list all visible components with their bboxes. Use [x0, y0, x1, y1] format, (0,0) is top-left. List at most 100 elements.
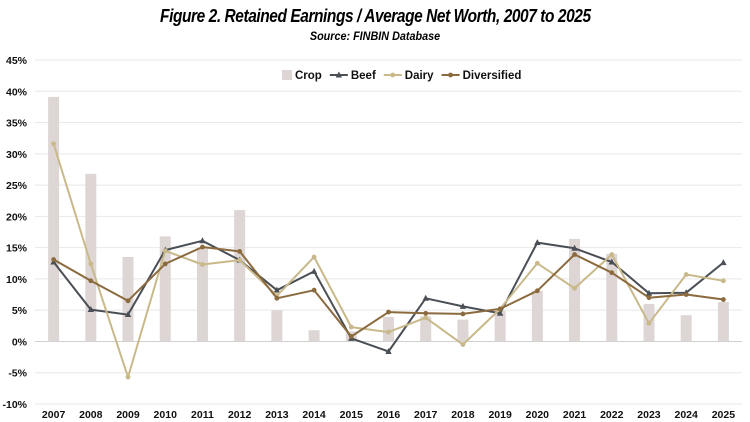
legend-swatch-crop: [282, 70, 292, 80]
chart-subtitle: Source: FINBIN Database: [309, 29, 441, 43]
y-tick-label: 15%: [6, 243, 28, 255]
dairy-point: [311, 254, 317, 260]
dairy-point: [646, 320, 652, 326]
beef-point: [87, 306, 95, 313]
dairy-point: [162, 248, 168, 254]
beef-point: [645, 289, 653, 296]
crop-bar: [531, 290, 543, 342]
crop-bar: [308, 330, 320, 342]
diversified-point: [534, 288, 540, 294]
diversified-point: [51, 257, 57, 262]
beef-point: [496, 309, 504, 316]
x-tick-label: 2011: [191, 409, 214, 421]
legend-label-dairy: Dairy: [405, 70, 434, 82]
dairy-point: [51, 141, 57, 147]
dairy-line: [52, 143, 724, 379]
beef-point: [124, 311, 132, 318]
y-tick-label: 40%: [6, 86, 28, 98]
series-lines: [50, 141, 727, 380]
x-tick-label: 2007: [42, 409, 66, 421]
diversified-point: [646, 295, 652, 301]
y-tick-label: 10%: [6, 274, 28, 286]
dairy-point: [460, 342, 466, 347]
dairy-point: [386, 329, 391, 335]
beef-point: [199, 237, 206, 244]
x-tick-label: 2021: [563, 409, 587, 421]
diversified-point: [274, 295, 280, 301]
y-tick-label: 30%: [6, 149, 28, 161]
dairy-point: [683, 272, 689, 277]
x-tick-label: 2009: [116, 409, 140, 421]
diversified-point: [88, 278, 94, 284]
beef-point: [459, 302, 467, 309]
title-block: Figure 2. Retained Earnings / Average Ne…: [0, 6, 750, 43]
diversified-point: [572, 252, 577, 257]
y-tick-label: -10%: [2, 399, 27, 411]
x-tick-label: 2023: [637, 409, 661, 421]
beef-point: [385, 347, 392, 354]
x-tick-label: 2014: [302, 409, 326, 421]
crop-bar: [717, 302, 729, 342]
y-tick-label: 20%: [6, 211, 28, 223]
diversified-point: [683, 292, 689, 297]
dairy-point: [720, 278, 726, 284]
x-tick-label: 2008: [79, 409, 103, 421]
y-tick-label: 0%: [12, 336, 28, 348]
crop-bar: [494, 310, 506, 342]
legend-label-crop: Crop: [295, 70, 322, 82]
dairy-point: [572, 285, 577, 291]
dairy-point: [534, 260, 540, 266]
grid-lines: [35, 59, 742, 405]
y-tick-label: 25%: [6, 180, 28, 192]
x-tick-label: 2025: [712, 409, 736, 421]
x-tick-label: 2016: [377, 409, 401, 421]
diversified-point: [386, 309, 391, 315]
crop-bar: [196, 248, 208, 342]
legend-label-diversified: Diversified: [463, 70, 522, 82]
y-tick-label: -5%: [8, 368, 27, 380]
y-tick-label: 35%: [6, 118, 28, 130]
x-tick-label: 2019: [488, 409, 512, 421]
legend-marker-diversified: [448, 72, 453, 78]
diversified-point: [460, 311, 466, 317]
dairy-point: [348, 324, 354, 330]
x-tick-label: 2012: [228, 409, 252, 421]
crop-bar: [420, 316, 432, 342]
dairy-point: [609, 252, 615, 257]
diversified-point: [237, 248, 243, 254]
dairy-point: [200, 262, 205, 267]
beef-point: [310, 267, 318, 274]
crop-bar: [271, 310, 283, 342]
x-tick-label: 2024: [675, 409, 699, 421]
diversified-point: [720, 297, 726, 302]
beef-point: [571, 244, 578, 251]
legend: Crop Beef Dairy Diversified: [282, 70, 521, 82]
legend-label-beef: Beef: [351, 70, 376, 82]
dairy-point: [88, 261, 94, 267]
x-tick-label: 2018: [451, 409, 475, 421]
x-tick-label: 2015: [340, 409, 364, 421]
x-tick-label: 2010: [154, 409, 178, 421]
chart-title: Figure 2. Retained Earnings / Average Ne…: [159, 6, 591, 26]
x-axis: 2007 2008 2009 2010 2011 2012 2013 2014 2015 2016…: [42, 409, 735, 421]
diversified-point: [162, 261, 168, 267]
y-axis: -10% -5% 0% 5% 10% 15% 20% 25% 30% 35% 40% 45%: [2, 55, 27, 411]
y-tick-label: 45%: [6, 55, 28, 67]
legend-marker-beef: [335, 71, 343, 78]
diversified-point: [200, 244, 205, 250]
dairy-point: [125, 374, 131, 380]
crop-bar: [85, 173, 97, 342]
diversified-point: [609, 270, 615, 276]
diversified-point: [497, 306, 503, 312]
crop-bar: [457, 319, 469, 342]
x-tick-label: 2013: [265, 409, 289, 421]
beef-point: [608, 258, 615, 265]
y-tick-label: 5%: [12, 305, 28, 317]
crop-bar: [680, 315, 692, 342]
beef-point: [422, 294, 429, 301]
crop-bar: [606, 253, 618, 342]
diversified-point: [348, 334, 354, 339]
diversified-point: [423, 310, 429, 316]
dairy-point: [423, 315, 429, 321]
